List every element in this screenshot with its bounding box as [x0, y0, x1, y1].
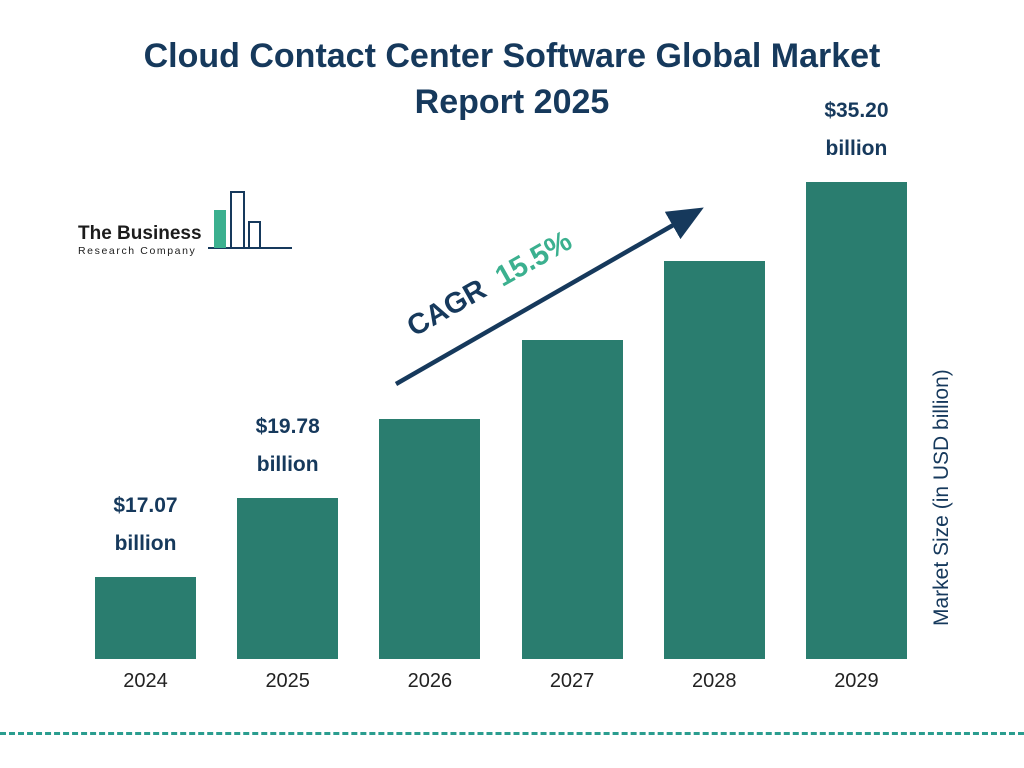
company-name: The Business [78, 223, 202, 245]
page-title-line-1: Cloud Contact Center Software Global Mar… [143, 37, 881, 75]
bar-2026 [379, 419, 481, 659]
x-axis-label-2028: 2028 [692, 670, 737, 692]
company-logo-text: The Business Research Company [78, 223, 202, 257]
company-logo: The Business Research Company [78, 190, 296, 257]
bar-value-label-2025: $19.78 billion [255, 415, 320, 477]
company-subname: Research Company [78, 245, 197, 257]
bar-chart-logo-icon [207, 190, 296, 257]
bar-column-2026: 2026 [379, 419, 481, 693]
page-title-line-2: Report 2025 [414, 82, 610, 121]
bar-chart: $17.07 billion 2024 $19.78 billion 2025 2026 20… [95, 99, 907, 693]
x-axis-label-2024: 2024 [123, 670, 168, 692]
bar-2025 [237, 498, 339, 659]
x-axis-label-2026: 2026 [407, 670, 453, 692]
page-title: Cloud Contact Center Software Global Mar… [0, 34, 1024, 126]
bar-2029 [805, 182, 907, 659]
bar-column-2025: $19.78 billion 2025 [237, 408, 339, 693]
bar-column-2024: $17.07 billion 2024 [95, 487, 196, 693]
bar-value-label-2024: $17.07 billion [113, 494, 178, 556]
x-axis-label-2029: 2029 [834, 670, 879, 692]
bar-column-2027: 2027 [521, 340, 623, 693]
bottom-dashed-divider [0, 732, 1024, 735]
bar-2027 [521, 340, 623, 659]
bar-column-2028: 2028 [663, 261, 765, 693]
cagr-trend-arrow-icon [394, 207, 704, 386]
bar-column-2029: $35.20 billion 2029 [805, 92, 907, 693]
x-axis-label-2025: 2025 [265, 670, 310, 692]
bar-2028 [663, 261, 765, 659]
x-axis-label-2027: 2027 [549, 670, 595, 692]
bar-value-label-2029: $35.20 billion [824, 99, 889, 161]
y-axis-label: Market Size (in USD billion) [930, 369, 953, 626]
bar-2024 [95, 577, 196, 659]
